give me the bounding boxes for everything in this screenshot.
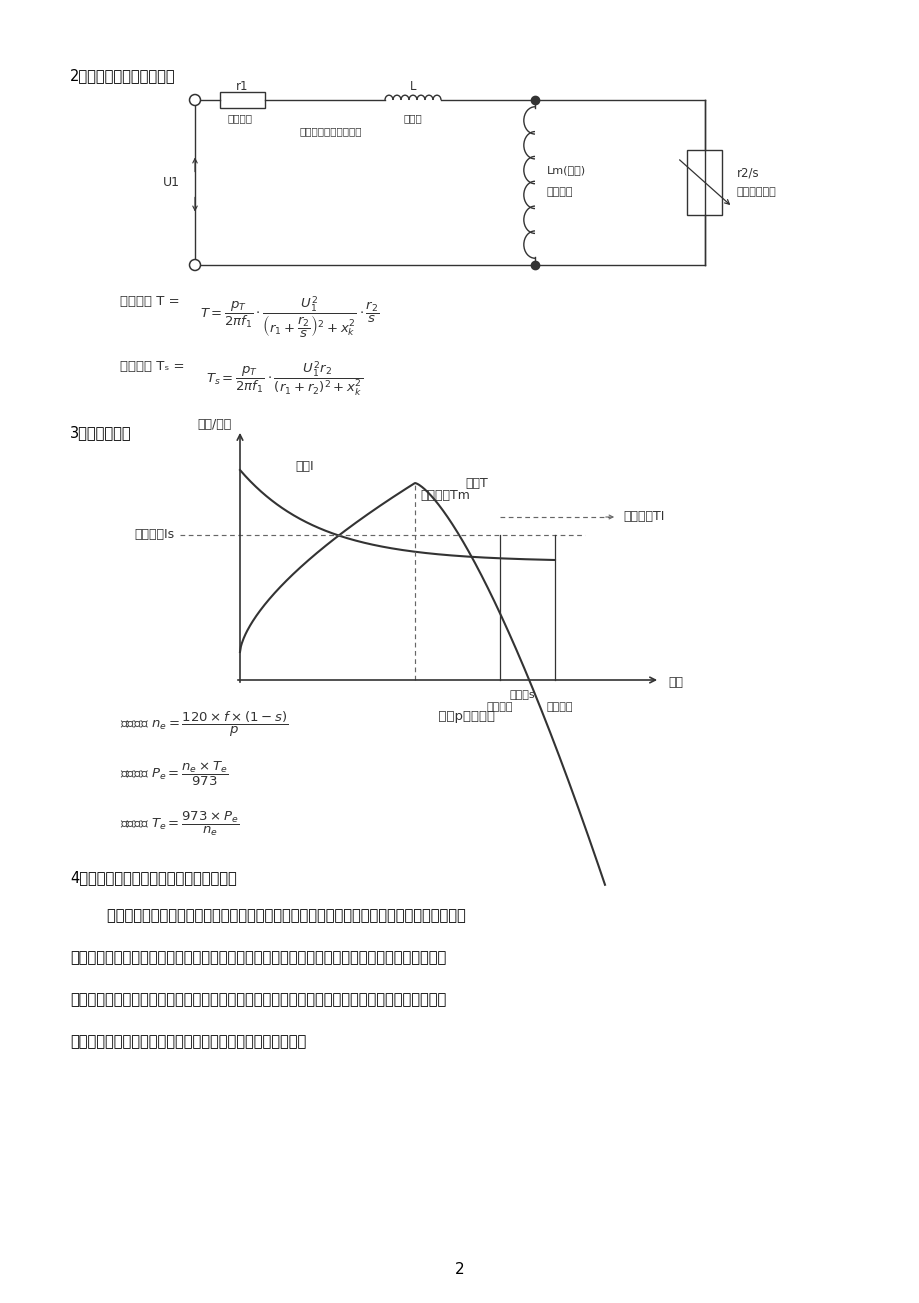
Bar [220,93,265,108]
Text: 2、感应电机一相等价回路: 2、感应电机一相等价回路 [70,68,176,83]
Text: 磁转矩（电磁生力），使转子朝着旋转磁场旋转的方向旋转。: 磁转矩（电磁生力），使转子朝着旋转磁场旋转的方向旋转。 [70,1035,306,1049]
Bar [686,150,721,215]
Circle shape [189,95,200,106]
Text: 电流/力矩: 电流/力矩 [198,418,232,431]
Text: 额定转速: 额定转速 [486,702,513,711]
Text: 3、电机的特性: 3、电机的特性 [70,425,131,440]
Text: 转差率s: 转差率s [509,691,535,700]
Text: r1: r1 [236,79,248,93]
Text: r2/s: r2/s [736,165,758,179]
Text: 漏电感: 漏电感 [403,113,422,122]
Text: $T_s = \dfrac{p_T}{2\pi f_1} \cdot \dfrac{U_1^2 r_2}{(r_1 + r_2)^2 + x_k^2}$: $T_s = \dfrac{p_T}{2\pi f_1} \cdot \dfra… [206,360,363,399]
Text: 起动电流Is: 起动电流Is [135,529,175,542]
Text: 场的速度由定子电压的频率所决定。当磁场旋转时，位于该旋转磁场中的转子绕组将切割磁力线，: 场的速度由定子电压的频率所决定。当磁场旋转时，位于该旋转磁场中的转子绕组将切割磁… [70,950,446,966]
Text: 2: 2 [455,1263,464,1277]
Text: Lm(定子): Lm(定子) [547,165,585,176]
Text: $\text{额定转速}\ n_e = \dfrac{120 \times f \times (1-s)}{p}$: $\text{额定转速}\ n_e = \dfrac{120 \times f … [119,710,288,739]
Text: 并在转子绕组中产生感应电势和电流（磁变生电），载流导体在磁场中受到电磁力的作用，形成电: 并在转子绕组中产生感应电势和电流（磁变生电），载流导体在磁场中受到电磁力的作用，… [70,992,446,1007]
Text: 一次电限: 一次电限 [228,113,253,122]
Text: $\text{额定输出}\ P_e = \dfrac{n_e \times T_e}{973}$: $\text{额定输出}\ P_e = \dfrac{n_e \times T_… [119,760,228,788]
Text: 同步转速: 同步转速 [546,702,573,711]
Text: 因马达容量不同而不同: 因马达容量不同而不同 [299,126,361,136]
Text: 4、动画演示：三相异步电动机工作原理。: 4、动画演示：三相异步电动机工作原理。 [70,870,236,885]
Circle shape [189,259,200,271]
Text: $\text{额定力矩}\ T_e = \dfrac{973 \times P_e}{n_e}$: $\text{额定力矩}\ T_e = \dfrac{973 \times P_… [119,810,239,838]
Text: 定子三相对称绕组，接通三相对称电源，流过三相对称电流，产生旋转磁场（电生磁），该磁: 定子三相对称绕组，接通三相对称电源，流过三相对称电流，产生旋转磁场（电生磁），该… [70,908,465,923]
Text: 转速: 转速 [667,675,682,688]
Text: 电磁转矩 T =: 电磁转矩 T = [119,294,184,308]
Text: 其中p为极数。: 其中p为极数。 [429,710,494,723]
Text: 转子二次电限: 转子二次电限 [736,188,776,198]
Text: 启动转矩 Tₛ =: 启动转矩 Tₛ = [119,360,188,373]
Text: 电流I: 电流I [295,460,314,473]
Text: U1: U1 [163,176,180,189]
Text: 负载力矩TI: 负载力矩TI [622,511,664,524]
Text: 力矩T: 力矩T [464,477,487,490]
Text: 励磁电感: 励磁电感 [547,188,573,198]
Text: L: L [409,79,415,93]
Text: 最大力矩Tm: 最大力矩Tm [420,489,470,502]
Text: $T = \dfrac{p_T}{2\pi f_1} \cdot \dfrac{U_1^2}{\left(r_1 + \dfrac{r_2}{s}\right): $T = \dfrac{p_T}{2\pi f_1} \cdot \dfrac{… [199,294,380,341]
